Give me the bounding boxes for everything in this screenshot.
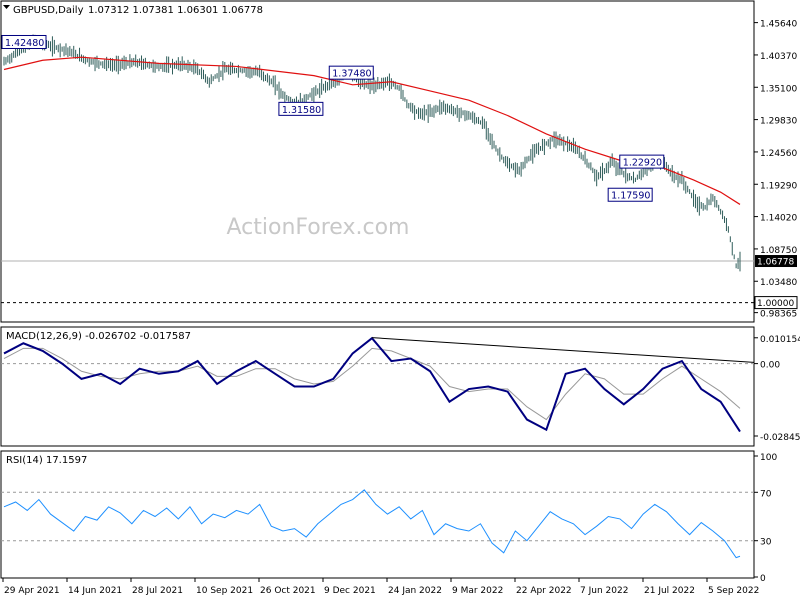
price-tick-label: 1.35100 [760,84,797,94]
date-label: 24 Jan 2022 [388,586,442,596]
parity-label: 1.00000 [757,299,794,309]
watermark: ActionForex.com [227,215,410,240]
macd-series [1,336,755,433]
price-tick-label: 1.45640 [760,20,797,30]
price-tick-label: 1.03480 [760,278,797,288]
price-axis: 1.45640 1.40370 1.35100 1.29830 1.24560 1.192… [754,20,798,320]
rsi-tick-label: 30 [760,538,772,548]
macd-signal-line [3,347,741,421]
date-label: 26 Oct 2021 [260,586,316,596]
price-tick-label: 1.19290 [760,181,797,191]
price-tick-label: 0.98365 [760,310,797,320]
price-tick-label: 1.08750 [760,246,797,256]
annotation-label: 1.17590 [611,191,650,202]
annotation-box [607,187,653,202]
rsi-tick-label: 100 [760,453,777,463]
date-label: 7 Jun 2022 [580,586,628,596]
macd-tick-label: -0.028457 [760,433,800,443]
annotation-label: 1.31580 [282,105,321,116]
price-annotations: 1.42480 1.37480 1.31580 1.22920 1.17590 [1,34,665,202]
date-label: 21 Jul 2022 [644,586,695,596]
date-label: 5 Sep 2022 [708,586,759,596]
annotation-label: 1.42480 [5,38,44,49]
macd-axis: 0.010154 0.00 -0.028457 [754,335,800,443]
annotation-box [278,101,324,116]
price-tick-label: 1.29830 [760,117,797,127]
parity-label-box [754,296,798,310]
rsi-series [1,489,754,559]
moving-average-line [3,56,741,205]
macd-title: MACD(12,26,9) -0.026702 -0.017587 [6,331,191,342]
chart-header: GBPUSD,Daily 1.07312 1.07381 1.06301 1.0… [3,5,263,16]
rsi-title: RSI(14) 17.1597 [6,455,87,466]
date-label: 22 Apr 2022 [516,586,572,596]
annotation-label: 1.22920 [623,158,662,169]
symbol-label: GBPUSD,Daily [13,5,84,16]
macd-tick-label: 0.00 [760,361,780,371]
price-panel [0,0,755,323]
date-label: 14 Jun 2021 [68,586,122,596]
rsi-tick-label: 0 [760,574,766,584]
macd-line [3,336,741,433]
price-tick-label: 1.40370 [760,52,797,62]
date-label: 9 Mar 2022 [452,586,503,596]
annotation-box [619,154,665,169]
price-tick-label: 1.14020 [760,214,797,224]
date-label: 9 Dec 2021 [324,586,376,596]
date-label: 29 Apr 2021 [4,586,60,596]
rsi-tick-label: 70 [760,489,772,499]
triangle-icon [3,5,10,9]
macd-tick-label: 0.010154 [760,335,800,345]
date-label: 10 Sep 2021 [196,586,253,596]
rsi-panel [0,450,755,579]
rsi-line [3,489,741,559]
annotation-box [328,65,374,80]
macd-panel [0,326,755,447]
date-label: 28 Jul 2021 [132,586,183,596]
current-price-box [755,255,797,268]
ohlc-values: 1.07312 1.07381 1.06301 1.06778 [88,5,263,16]
rsi-axis: 100 70 30 0 [754,453,777,584]
macd-trendline [371,337,755,363]
date-axis: 29 Apr 2021 14 Jun 2021 28 Jul 2021 10 Sep … [2,578,759,596]
annotation-label: 1.37480 [332,69,371,80]
price-tick-label: 1.24560 [760,149,797,159]
annotation-box [1,34,47,49]
current-price-label: 1.06778 [757,258,794,268]
